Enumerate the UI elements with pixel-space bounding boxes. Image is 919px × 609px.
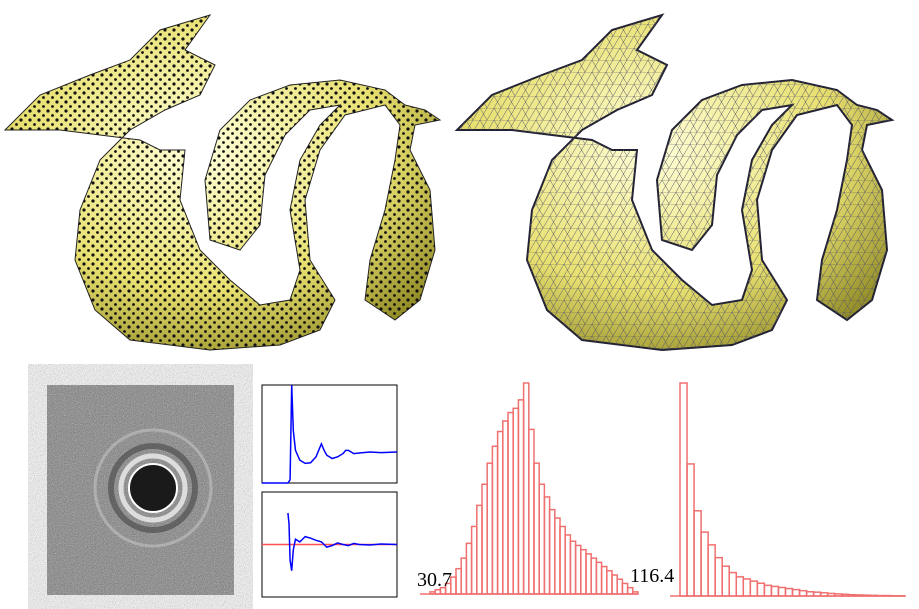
histogram-bar	[517, 399, 525, 595]
histogram-bar	[840, 593, 850, 597]
histogram-bar	[465, 542, 473, 595]
histogram-bar	[507, 411, 514, 595]
histogram-bar	[585, 553, 592, 595]
histogram-bar	[777, 586, 787, 597]
max-label: 116.4	[630, 565, 674, 587]
histogram-bar	[528, 428, 535, 595]
histogram-bar	[522, 382, 530, 595]
histogram-bar	[569, 540, 577, 595]
histogram-bar	[554, 517, 561, 595]
histogram-bar	[621, 582, 629, 595]
histogram-bar	[714, 556, 723, 597]
plot-line	[262, 384, 398, 484]
histogram-bar	[763, 584, 773, 597]
histogram-bar	[855, 594, 864, 597]
histogram-bar	[538, 483, 546, 595]
dragon-mesh	[456, 14, 893, 351]
histograms: 30.7 116.4	[417, 382, 906, 597]
histogram-bar	[590, 557, 598, 595]
histogram-bar	[632, 591, 639, 595]
histogram-bar	[819, 592, 829, 597]
histogram-bar	[626, 586, 634, 595]
histogram-bar	[700, 531, 709, 597]
histogram-bar	[476, 504, 483, 595]
histogram-bar	[533, 462, 540, 595]
dragon-points	[4, 14, 441, 351]
histogram-bar	[784, 587, 794, 597]
histogram-bar	[574, 544, 582, 595]
histogram-bar	[491, 445, 499, 595]
histogram-bar	[580, 548, 587, 595]
histogram-bar	[611, 574, 618, 595]
plot-line	[287, 512, 398, 571]
histogram-bar	[429, 591, 436, 595]
histogram-bar	[728, 571, 737, 597]
histogram-bar	[693, 510, 702, 597]
plots	[261, 384, 398, 598]
spectrum-image	[47, 385, 234, 595]
histogram-bar	[805, 590, 815, 597]
min-label: 30.7	[417, 569, 452, 591]
histogram-bar	[686, 463, 695, 597]
histogram-bar	[595, 561, 603, 595]
histogram-bar	[481, 483, 488, 595]
histogram-bar	[543, 496, 551, 595]
histogram-bar	[679, 382, 688, 597]
histogram-bar	[756, 582, 766, 597]
histogram-bar	[791, 588, 801, 597]
histogram-bar	[455, 567, 462, 595]
histogram-bar	[749, 580, 759, 597]
histogram-bar	[812, 591, 822, 597]
histogram-bar	[833, 593, 843, 597]
histogram-bar	[869, 594, 878, 597]
histogram-bar	[600, 565, 608, 595]
histogram-bar	[470, 525, 478, 595]
histogram-bar	[848, 593, 857, 597]
histogram-bar	[548, 508, 556, 595]
histogram-bar	[559, 525, 566, 595]
histogram-bar	[742, 578, 752, 597]
plot-frame	[261, 384, 398, 484]
histogram-bar	[616, 578, 624, 595]
histogram-bar	[735, 576, 745, 597]
histogram-bar	[512, 407, 520, 595]
histogram-bar	[502, 420, 509, 595]
histogram-bar	[460, 557, 468, 595]
histogram-bar	[496, 430, 504, 595]
histogram-bar	[721, 565, 730, 597]
histogram-bar	[798, 589, 808, 597]
histogram-bar	[564, 534, 572, 595]
histogram-bar	[862, 594, 871, 597]
histogram-bar	[606, 570, 613, 595]
histogram-bar	[826, 592, 836, 597]
histogram-bar	[770, 585, 780, 597]
histogram-bar	[707, 544, 716, 597]
histogram-bar	[486, 462, 494, 595]
